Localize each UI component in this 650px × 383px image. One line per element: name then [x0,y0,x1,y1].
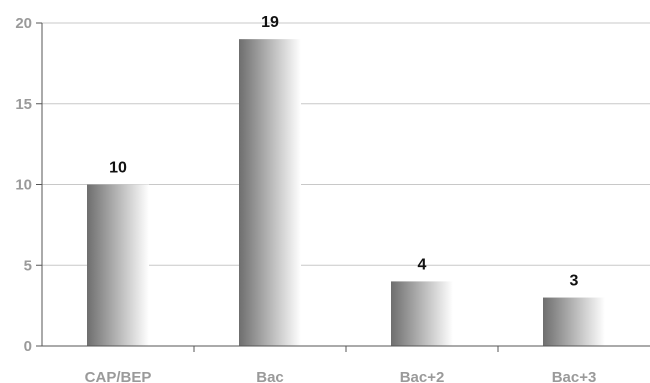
y-tick-label: 0 [24,338,32,355]
labels: CAP/BEP 10 Bac 19 Bac+2 4 Bac+3 3 [85,14,597,383]
y-tick-label: 20 [15,15,32,32]
bar [239,39,301,347]
x-tick-label: Bac+2 [400,369,445,383]
data-label: 10 [109,160,127,177]
data-label: 19 [261,14,279,31]
data-label: 3 [570,273,579,290]
y-tick-label: 15 [15,96,32,113]
y-tick-label: 5 [24,257,32,274]
bar [543,297,605,346]
data-label: 4 [418,256,427,273]
x-tick-label: Bac [256,369,284,383]
bar [391,281,453,346]
x-tick-label: CAP/BEP [85,369,152,383]
x-tick-label: Bac+3 [552,369,597,383]
y-tick-label: 10 [15,177,32,194]
bar [87,184,149,346]
axes: 0 5 10 15 20 [15,15,650,355]
bars [87,39,605,347]
